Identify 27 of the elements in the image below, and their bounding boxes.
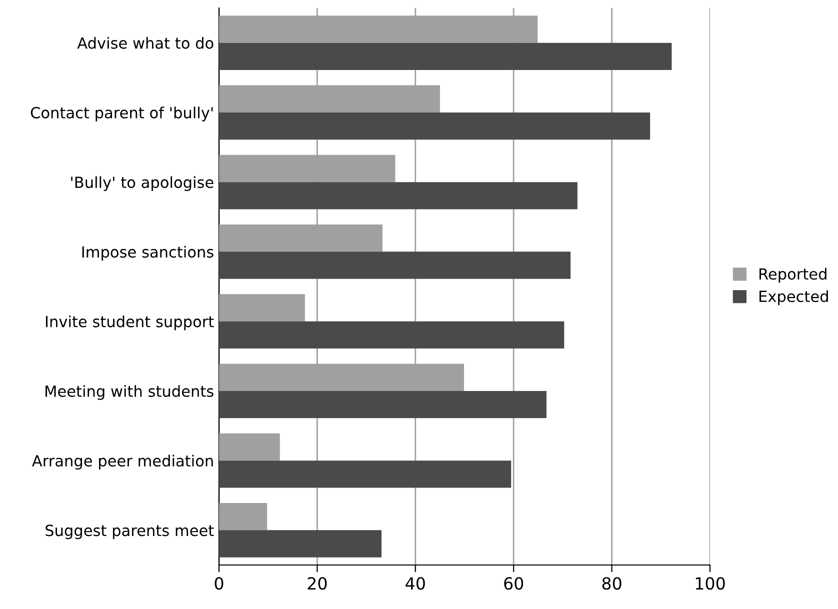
y-tick-label: Suggest parents meet <box>46 524 214 540</box>
y-tick-label: Arrange peer mediation <box>32 454 213 470</box>
x-tick-label: 0 <box>214 577 224 590</box>
bar <box>219 460 512 488</box>
y-tick-label: Advise what to do <box>77 37 214 49</box>
bar <box>219 294 305 322</box>
x-tick-label: 60 <box>504 577 524 590</box>
bar <box>219 112 650 140</box>
x-tick-label: 80 <box>602 577 622 590</box>
bar <box>219 252 571 279</box>
bar <box>219 503 268 530</box>
y-tick-label: Invite student support <box>46 316 214 330</box>
bar <box>219 433 280 461</box>
y-tick-label: Contact parent of 'bully' <box>30 106 213 122</box>
x-tick-label: 20 <box>308 577 327 590</box>
legend-label: Reported <box>760 268 826 283</box>
bar <box>219 42 672 70</box>
x-tick-label: 100 <box>696 577 725 590</box>
legend-label: Expected <box>760 290 828 306</box>
bar <box>219 182 578 210</box>
bar <box>219 390 546 418</box>
y-tick-label: 'Bully' to apologise <box>71 176 214 192</box>
y-tick-label: Meeting with students <box>46 385 214 400</box>
bar <box>219 530 382 558</box>
y-tick-label: Impose sanctions <box>82 246 214 261</box>
x-tick-label: 40 <box>406 577 425 590</box>
bar <box>219 321 564 348</box>
